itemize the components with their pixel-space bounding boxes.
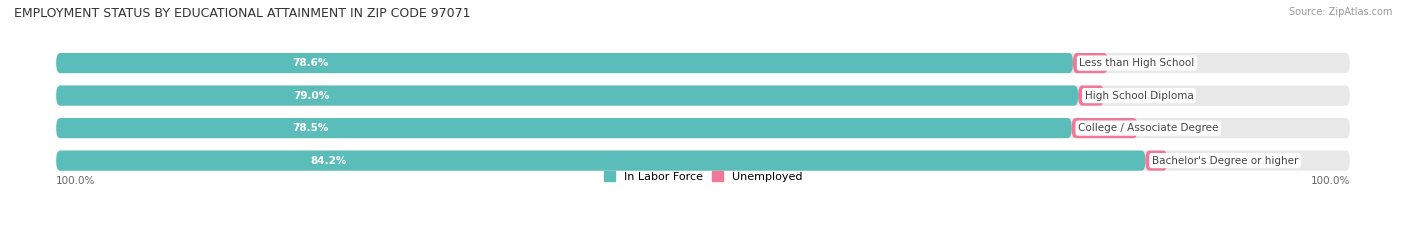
Text: High School Diploma: High School Diploma bbox=[1084, 91, 1194, 101]
FancyBboxPatch shape bbox=[1073, 53, 1108, 73]
Text: 78.5%: 78.5% bbox=[292, 123, 328, 133]
Text: 100.0%: 100.0% bbox=[1310, 176, 1350, 186]
FancyBboxPatch shape bbox=[56, 118, 1350, 138]
Text: 5.1%: 5.1% bbox=[1157, 123, 1187, 133]
Text: EMPLOYMENT STATUS BY EDUCATIONAL ATTAINMENT IN ZIP CODE 97071: EMPLOYMENT STATUS BY EDUCATIONAL ATTAINM… bbox=[14, 7, 471, 20]
FancyBboxPatch shape bbox=[56, 86, 1350, 106]
FancyBboxPatch shape bbox=[56, 151, 1146, 171]
Text: Source: ZipAtlas.com: Source: ZipAtlas.com bbox=[1288, 7, 1392, 17]
Text: 78.6%: 78.6% bbox=[292, 58, 329, 68]
FancyBboxPatch shape bbox=[1078, 86, 1104, 106]
FancyBboxPatch shape bbox=[56, 86, 1078, 106]
Text: 2.7%: 2.7% bbox=[1128, 58, 1156, 68]
Text: Less than High School: Less than High School bbox=[1080, 58, 1195, 68]
Text: Bachelor's Degree or higher: Bachelor's Degree or higher bbox=[1152, 156, 1298, 166]
Legend: In Labor Force, Unemployed: In Labor Force, Unemployed bbox=[603, 171, 803, 182]
FancyBboxPatch shape bbox=[56, 53, 1350, 73]
Text: 2.0%: 2.0% bbox=[1123, 91, 1153, 101]
Text: 79.0%: 79.0% bbox=[294, 91, 330, 101]
Text: 100.0%: 100.0% bbox=[56, 176, 96, 186]
FancyBboxPatch shape bbox=[1146, 151, 1167, 171]
FancyBboxPatch shape bbox=[56, 118, 1071, 138]
Text: 84.2%: 84.2% bbox=[311, 156, 347, 166]
Text: 1.7%: 1.7% bbox=[1187, 156, 1216, 166]
FancyBboxPatch shape bbox=[56, 151, 1350, 171]
Text: College / Associate Degree: College / Associate Degree bbox=[1078, 123, 1219, 133]
FancyBboxPatch shape bbox=[56, 53, 1073, 73]
FancyBboxPatch shape bbox=[1071, 118, 1137, 138]
